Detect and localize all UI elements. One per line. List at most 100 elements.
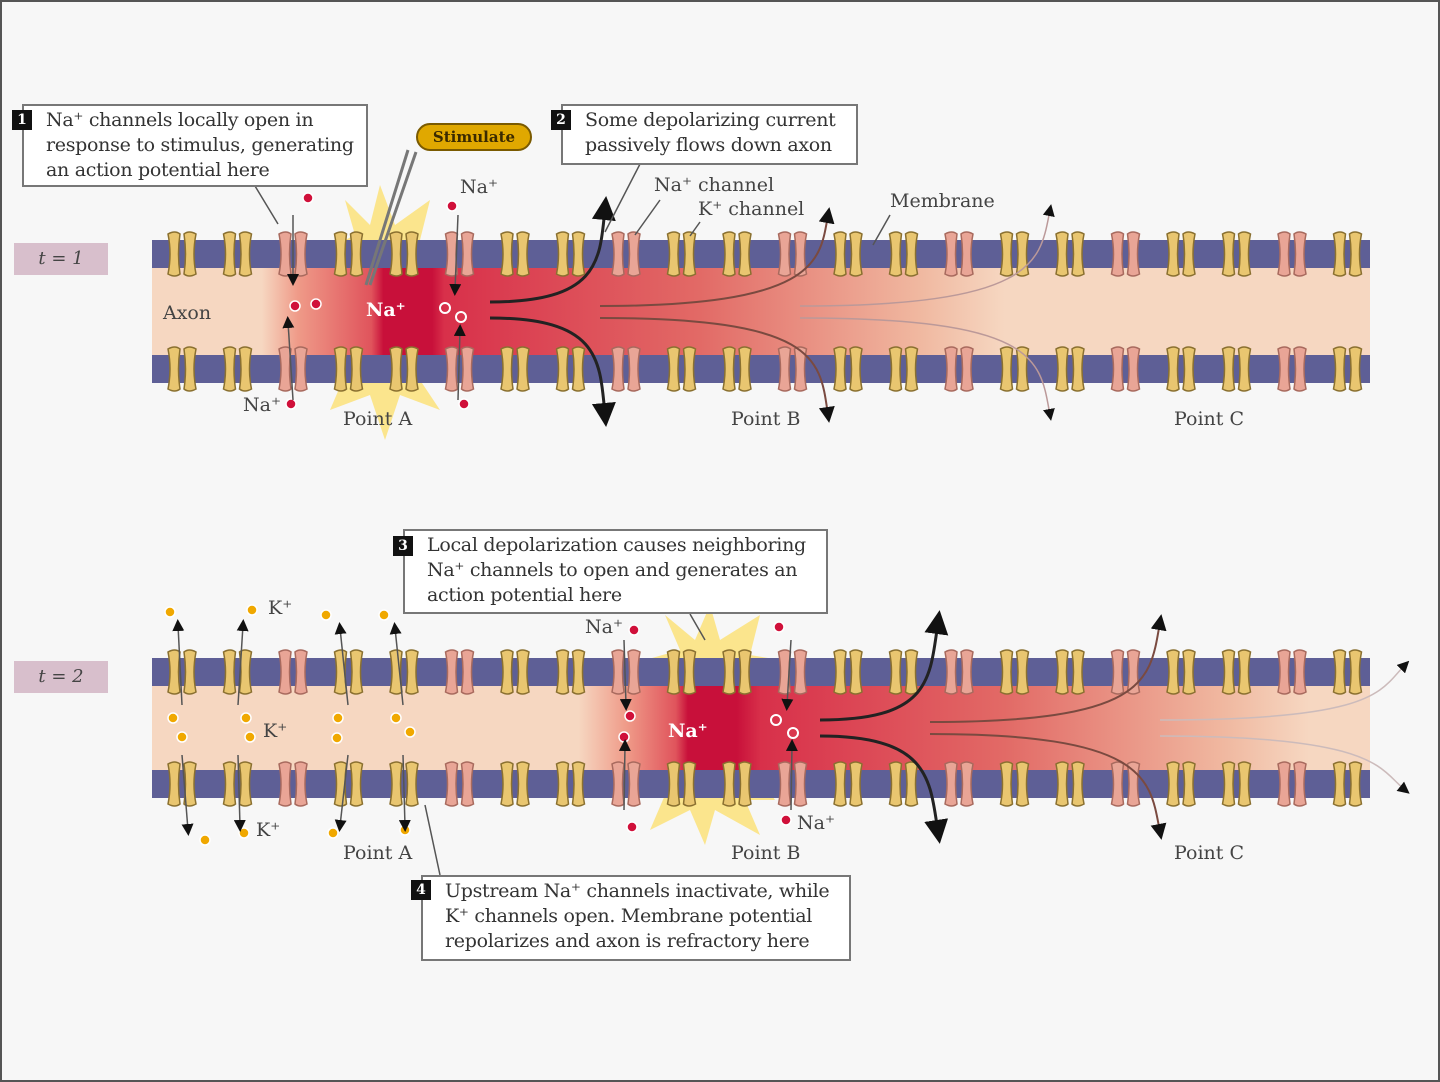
k-channel bbox=[389, 761, 419, 807]
k-channel bbox=[500, 346, 530, 392]
k-channel bbox=[1166, 346, 1196, 392]
k-ion bbox=[246, 604, 258, 616]
leader-line bbox=[634, 199, 661, 236]
k-ion bbox=[176, 731, 188, 743]
k-channel bbox=[999, 346, 1030, 392]
point-a-label: Point A bbox=[343, 842, 413, 864]
k-channel bbox=[833, 346, 863, 392]
callout-2-text: Some depolarizing current passively flow… bbox=[585, 109, 836, 156]
leader-line bbox=[689, 221, 701, 237]
ion-flow-arrow bbox=[785, 739, 798, 811]
ion-flow-arrow bbox=[398, 754, 411, 832]
k-ion bbox=[332, 712, 344, 724]
k-channel bbox=[167, 346, 197, 392]
k-channel bbox=[722, 761, 752, 807]
na-ion-label: Na⁺ bbox=[243, 394, 281, 416]
k-channel bbox=[999, 761, 1030, 807]
current-arrow bbox=[819, 734, 949, 844]
point-a-label: Point A bbox=[343, 408, 413, 430]
leader-line bbox=[872, 214, 891, 246]
k-channel bbox=[1055, 346, 1085, 392]
na-channel bbox=[777, 346, 808, 392]
na-channel bbox=[444, 231, 475, 277]
leader-line bbox=[604, 163, 641, 233]
na-ion bbox=[310, 298, 322, 310]
na-channel bbox=[611, 346, 641, 392]
current-arrow bbox=[489, 196, 616, 304]
leader-line bbox=[254, 185, 279, 225]
ion-flow-arrow bbox=[449, 214, 462, 296]
na-ion bbox=[628, 624, 640, 636]
k-channel bbox=[222, 761, 253, 807]
k-channel bbox=[1055, 761, 1085, 807]
na-ion bbox=[770, 714, 782, 726]
k-ion bbox=[331, 732, 343, 744]
na-ion-label: Na⁺ bbox=[460, 176, 498, 198]
ion-flow-arrow bbox=[453, 324, 466, 401]
k-channel bbox=[999, 231, 1030, 277]
ion-flow-arrow bbox=[172, 619, 185, 706]
k-channel bbox=[1221, 346, 1252, 392]
k-channel bbox=[1166, 231, 1196, 277]
current-arrow bbox=[489, 316, 616, 427]
ion-flow-arrow bbox=[334, 622, 349, 706]
k-channel bbox=[222, 649, 253, 695]
na-channel bbox=[1277, 649, 1307, 695]
current-arrow bbox=[799, 317, 1055, 421]
k-ion bbox=[199, 834, 211, 846]
k-channel bbox=[500, 231, 530, 277]
current-arrow bbox=[799, 204, 1055, 307]
k-channel bbox=[722, 231, 752, 277]
na-inside-label: Na⁺ bbox=[668, 720, 708, 742]
ion-flow-arrow bbox=[781, 639, 794, 711]
k-channel bbox=[555, 231, 586, 277]
current-arrow bbox=[929, 733, 1167, 840]
k-channel bbox=[1166, 649, 1196, 695]
k-ion bbox=[244, 731, 256, 743]
k-ion bbox=[167, 712, 179, 724]
na-ion bbox=[302, 192, 314, 204]
current-arrow bbox=[599, 207, 835, 307]
k-channel bbox=[555, 761, 586, 807]
k-ion bbox=[378, 609, 390, 621]
na-channel bbox=[444, 761, 475, 807]
na-channel bbox=[1110, 346, 1141, 392]
k-channel bbox=[1332, 761, 1363, 807]
k-channel bbox=[1166, 761, 1196, 807]
k-channel bbox=[888, 346, 919, 392]
k-ion-label: K⁺ bbox=[256, 819, 281, 841]
stimulate-label: Stimulate bbox=[416, 123, 532, 151]
na-channel bbox=[278, 649, 308, 695]
k-channel bbox=[333, 761, 364, 807]
na-channel bbox=[944, 649, 974, 695]
k-ion-label: K⁺ bbox=[268, 597, 293, 619]
k-ion bbox=[404, 726, 416, 738]
ion-flow-arrow bbox=[233, 754, 246, 832]
na-channel bbox=[944, 761, 974, 807]
k-ion bbox=[238, 827, 250, 839]
k-channel bbox=[167, 231, 197, 277]
na-channel bbox=[777, 649, 808, 695]
k-channel bbox=[666, 231, 697, 277]
na-ion bbox=[780, 814, 792, 826]
current-arrow bbox=[819, 610, 949, 722]
k-channel bbox=[833, 649, 863, 695]
k-ion-label: K⁺ bbox=[263, 720, 288, 742]
k-channel bbox=[1221, 649, 1252, 695]
axon-cytoplasm bbox=[152, 268, 1370, 355]
k-channel bbox=[1221, 231, 1252, 277]
na-channel bbox=[1110, 649, 1141, 695]
leader-line bbox=[424, 804, 441, 876]
na-ion-label: Na⁺ bbox=[585, 616, 623, 638]
k-channel bbox=[500, 649, 530, 695]
callout-3: Local depolarization causes neighboring … bbox=[403, 529, 828, 614]
point-b-label: Point B bbox=[731, 408, 801, 430]
step-badge-4: 4 bbox=[411, 880, 431, 900]
callout-1: Na⁺ channels locally open in response to… bbox=[22, 104, 368, 187]
k-channel bbox=[833, 231, 863, 277]
ion-flow-arrow bbox=[236, 619, 249, 706]
k-channel bbox=[666, 649, 697, 695]
na-channel bbox=[278, 346, 308, 392]
